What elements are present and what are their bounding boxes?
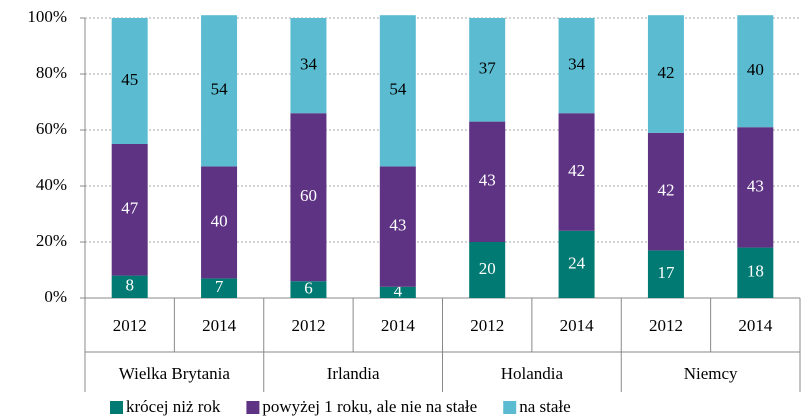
bar-segment [737,127,774,248]
x-tick-label: 2014 [738,316,773,335]
bar-segment [737,15,774,128]
data-label: 54 [211,80,229,99]
bar-segment [290,281,327,298]
data-label: 20 [479,259,496,278]
y-tick-label: 80% [36,63,67,82]
bar-segment [647,132,684,251]
legend-label: na stałe [519,397,570,416]
data-label: 45 [121,70,138,89]
y-tick-label: 0% [44,287,67,306]
bar-segment [647,250,684,298]
data-label: 7 [215,277,224,296]
x-tick-label: 2012 [113,316,147,335]
bar-segment [469,121,506,242]
data-label: 42 [568,161,585,180]
y-tick-label: 40% [36,175,67,194]
data-label: 34 [568,55,586,74]
y-tick-label: 100% [27,7,67,26]
data-label: 37 [479,59,497,78]
bar-segment [558,230,595,298]
legend-label: powyżej 1 roku, ale nie na stałe [262,397,477,416]
data-label: 47 [121,199,139,218]
bar-segment [469,18,506,122]
y-tick-label: 20% [36,231,67,250]
bar-segment [111,18,148,144]
data-label: 40 [747,60,764,79]
y-tick-label: 60% [36,119,67,138]
group-label: Niemcy [684,364,738,383]
bar-segment [201,278,238,298]
bar-segment [111,275,148,298]
legend-swatch [503,401,517,414]
data-label: 17 [657,263,675,282]
bar-segment [290,113,327,282]
bar-segment [558,18,595,114]
data-label: 40 [211,211,228,230]
bar-segment [290,18,327,114]
data-label: 4 [394,281,403,300]
x-tick-label: 2012 [470,316,504,335]
data-label: 43 [479,171,496,190]
group-label: Holandia [501,364,564,383]
legend-label: krócej niż rok [126,397,221,416]
x-tick-label: 2012 [291,316,325,335]
data-label: 42 [657,181,674,200]
data-label: 43 [747,176,764,195]
data-label: 54 [389,80,407,99]
group-label: Wielka Brytania [119,364,231,383]
x-tick-label: 2012 [649,316,683,335]
bar-segment [379,286,416,298]
data-label: 42 [657,63,674,82]
bar-segment [647,15,684,133]
data-label: 6 [304,279,313,298]
bar-segment [737,247,774,298]
bar-segment [379,166,416,287]
bar-segment [379,15,416,167]
data-label: 8 [125,276,134,295]
data-label: 24 [568,253,586,272]
bar-segment [558,113,595,231]
bar-segment [201,166,238,279]
data-label: 18 [747,262,764,281]
legend-swatch [246,401,260,414]
x-tick-label: 2014 [381,316,416,335]
bar-segment [469,242,506,298]
data-label: 43 [389,216,406,235]
bar-segment [201,15,238,167]
bar-segment [111,144,148,276]
legend-swatch [110,401,123,414]
x-tick-label: 2014 [560,316,595,335]
data-label: 34 [300,55,318,74]
data-label: 60 [300,186,317,205]
x-tick-label: 2014 [202,316,237,335]
group-label: Irlandia [327,364,380,383]
